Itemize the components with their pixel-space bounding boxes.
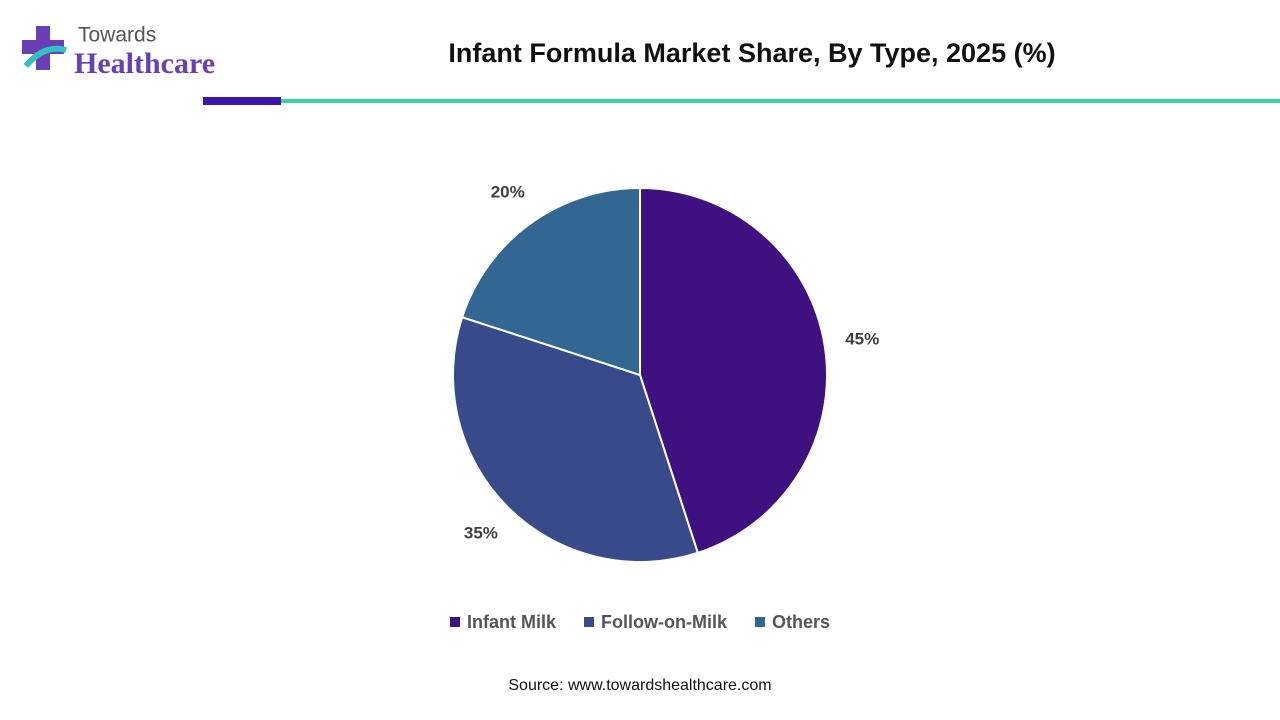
header-line — [281, 99, 1280, 103]
source: Source: www.towardshealthcare.com — [508, 677, 771, 694]
pie: 45% 35% 20% — [452, 182, 879, 563]
chart-title: Infant Formula Market Share, By Type, 20… — [448, 38, 1055, 68]
pie-slice — [460, 186, 641, 377]
legend-label: Follow-on-Milk — [601, 612, 728, 632]
logo: Towards Healthcare — [22, 24, 215, 80]
pie-slice — [639, 186, 828, 555]
logo-line1: Towards — [78, 24, 156, 47]
data-label: 45% — [845, 329, 879, 348]
pie-slice — [452, 315, 700, 563]
legend-marker — [754, 617, 765, 627]
header-bar — [203, 97, 281, 105]
logo-swoosh — [23, 45, 67, 68]
legend-label: Others — [772, 612, 830, 632]
legend-marker — [583, 617, 594, 627]
legend: Infant Milk Follow-on-Milk Others — [449, 612, 830, 632]
logo-line2: Healthcare — [74, 47, 215, 80]
data-label: 20% — [491, 182, 525, 201]
legend-label: Infant Milk — [467, 612, 557, 632]
data-label: 35% — [464, 524, 498, 543]
legend-marker — [449, 617, 460, 627]
